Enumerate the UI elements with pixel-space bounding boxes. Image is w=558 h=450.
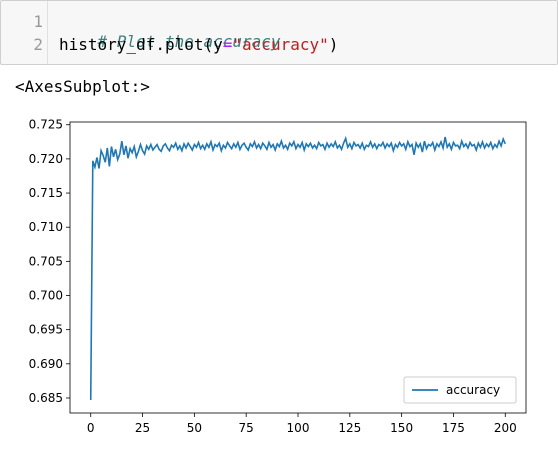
y-tick-label: 0.685 — [29, 391, 63, 405]
legend: accuracy — [403, 376, 517, 404]
legend-box — [403, 376, 517, 404]
line-number: 1 — [33, 12, 43, 31]
accuracy-line-chart: 0.685 0.690 0.695 0.700 0.705 0.710 0.715 0.720… — [29, 118, 527, 435]
x-axis-ticks: 0 25 50 75 100 125 150 175 200 — [87, 413, 517, 435]
y-tick-label: 0.715 — [29, 186, 63, 200]
line-number: 2 — [33, 35, 43, 54]
x-tick-label: 25 — [135, 421, 150, 435]
x-tick-label: 50 — [187, 421, 202, 435]
x-tick-label: 150 — [390, 421, 413, 435]
code-operator: = — [222, 35, 233, 54]
plot-frame — [69, 121, 527, 414]
y-axis-ticks: 0.685 0.690 0.695 0.700 0.705 0.710 0.715 0.720… — [29, 118, 70, 405]
code-comment: # Plot the accuracy — [97, 32, 281, 51]
code-cell[interactable]: 1 2 # Plot the accuracy history_df.plot(… — [0, 0, 558, 65]
code-string: "accuracy" — [232, 35, 329, 54]
y-tick-label: 0.690 — [29, 357, 63, 371]
x-tick-label: 175 — [442, 421, 465, 435]
y-tick-label: 0.700 — [29, 289, 63, 303]
series-line-accuracy — [89, 135, 507, 401]
x-tick-label: 200 — [494, 421, 517, 435]
code-paren: ) — [328, 35, 339, 54]
code-call: history_df.plot(y — [59, 35, 223, 54]
line-number-gutter: 1 2 — [1, 1, 48, 64]
y-tick-label: 0.710 — [29, 220, 63, 234]
y-tick-label: 0.705 — [29, 254, 63, 268]
y-tick-label: 0.720 — [29, 152, 63, 166]
output-repr: <AxesSubplot:> — [15, 77, 150, 96]
x-tick-label: 125 — [338, 421, 361, 435]
legend-label: accuracy — [446, 383, 500, 397]
code-line-1[interactable]: # Plot the accuracy — [59, 12, 281, 72]
x-tick-label: 75 — [239, 421, 254, 435]
code-line-2[interactable]: history_df.plot(y="accuracy") — [59, 35, 338, 55]
plot-border — [69, 121, 527, 414]
x-tick-label: 100 — [287, 421, 310, 435]
y-tick-label: 0.695 — [29, 323, 63, 337]
x-tick-label: 0 — [87, 421, 95, 435]
y-tick-label: 0.725 — [29, 118, 63, 132]
